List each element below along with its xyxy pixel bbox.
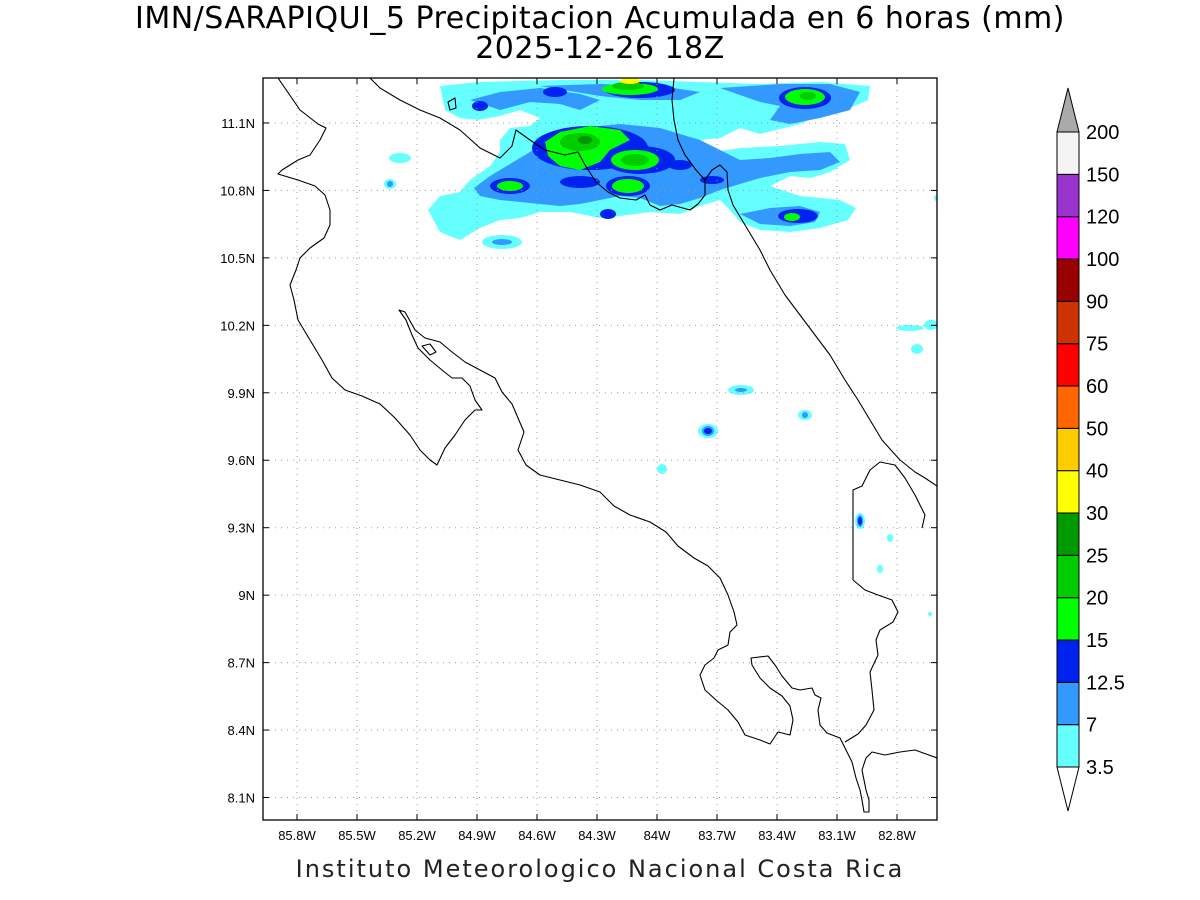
lon-tick-label: 82.8W <box>878 828 916 843</box>
colorbar-label: 200 <box>1086 122 1119 144</box>
chira-island <box>421 343 437 356</box>
colorbar-swatch <box>1056 554 1080 599</box>
colorbar-label: 30 <box>1086 503 1108 525</box>
lat-tick-label: 9.3N <box>228 521 255 536</box>
precip-band-25 <box>578 136 592 144</box>
colorbar-label: 90 <box>1086 291 1108 313</box>
colorbar-swatch <box>1056 597 1080 641</box>
chart-title: IMN/SARAPIQUI_5 Precipitacion Acumulada … <box>135 1 1065 36</box>
small-island <box>447 97 457 111</box>
colorbar-swatch <box>1056 385 1080 429</box>
colorbar-label: 25 <box>1086 545 1108 567</box>
pacific-coast-north <box>277 78 937 813</box>
lon-tick-label: 84.9W <box>458 828 496 843</box>
colorbar-swatch <box>1056 173 1080 218</box>
colorbar-label: 50 <box>1086 418 1108 440</box>
colorbar-label: 3.5 <box>1086 757 1114 779</box>
colorbar-label: 120 <box>1086 207 1119 229</box>
colorbar-label: 100 <box>1086 249 1119 271</box>
lat-tick-label: 8.7N <box>228 656 255 671</box>
lat-lon-grid <box>263 78 937 820</box>
lon-tick-label: 85.8W <box>278 828 316 843</box>
footer-credit: Instituto Meteorologico Nacional Costa R… <box>295 855 905 883</box>
lon-tick-label: 84W <box>644 828 671 843</box>
lat-tick-label: 8.1N <box>228 791 255 806</box>
chart-subtitle: 2025-12-26 18Z <box>475 31 725 66</box>
coastline <box>277 78 937 813</box>
colorbar: 3.5 7 12.5 15 20 25 30 40 50 60 75 90 100 120 150 200 <box>1056 87 1125 812</box>
lat-tick-label: 9.9N <box>228 386 255 401</box>
colorbar-label: 75 <box>1086 334 1108 356</box>
colorbar-swatch <box>1056 470 1080 514</box>
colorbar-label: 12.5 <box>1086 672 1125 694</box>
lat-tick-label: 8.4N <box>228 723 255 738</box>
panama-border <box>852 461 926 580</box>
colorbar-swatch <box>1056 724 1080 768</box>
colorbar-label: 15 <box>1086 630 1108 652</box>
lon-tick-label: 83.1W <box>818 828 856 843</box>
lat-tick-label: 9.6N <box>228 453 255 468</box>
lake-nicaragua-shore <box>369 78 706 211</box>
map-axes: 85.8W 85.5W 85.2W 84.9W 84.6W 84.3W 84W 83.7W 83… <box>220 78 937 843</box>
lat-tick-label: 9N <box>238 588 255 603</box>
colorbar-cap-bottom <box>1056 766 1080 812</box>
colorbar-label: 40 <box>1086 461 1108 483</box>
lon-tick-label: 84.6W <box>518 828 556 843</box>
lon-tick-label: 83.4W <box>758 828 796 843</box>
precip-band-30 <box>620 78 640 84</box>
colorbar-swatch <box>1056 258 1080 302</box>
lat-tick-label: 10.5N <box>220 251 255 266</box>
plot-frame <box>262 77 938 821</box>
caribbean-coast <box>704 164 937 487</box>
burica-peninsula <box>844 579 899 743</box>
lat-tick-label: 10.2N <box>220 318 255 333</box>
lon-tick-label: 84.3W <box>578 828 616 843</box>
precipitation-field <box>384 78 937 616</box>
colorbar-swatch <box>1056 131 1080 175</box>
colorbar-swatch <box>1056 512 1080 556</box>
colorbar-label: 150 <box>1086 164 1119 186</box>
colorbar-swatch <box>1056 681 1080 726</box>
colorbar-swatch <box>1056 300 1080 345</box>
colorbar-label: 20 <box>1086 588 1108 610</box>
lat-tick-label: 10.8N <box>220 183 255 198</box>
colorbar-label: 60 <box>1086 376 1108 398</box>
colorbar-swatch <box>1056 216 1080 260</box>
lon-tick-label: 85.2W <box>398 828 436 843</box>
lat-tick-label: 11.1N <box>221 116 255 131</box>
colorbar-swatch <box>1056 427 1080 472</box>
lon-tick-label: 85.5W <box>338 828 376 843</box>
colorbar-cap-top <box>1056 87 1080 133</box>
colorbar-swatch <box>1056 639 1080 683</box>
lon-tick-label: 83.7W <box>698 828 736 843</box>
colorbar-swatch <box>1056 343 1080 387</box>
colorbar-label: 7 <box>1086 715 1097 737</box>
